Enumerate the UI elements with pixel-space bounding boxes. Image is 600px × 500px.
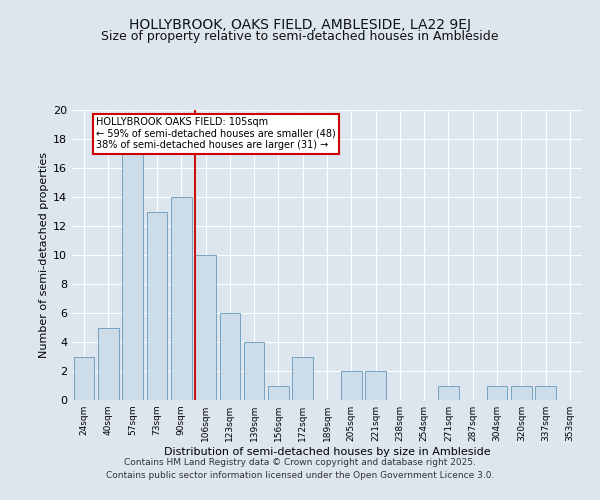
Bar: [244, 342, 265, 400]
Bar: [511, 386, 532, 400]
Bar: [146, 212, 167, 400]
Bar: [74, 356, 94, 400]
Text: HOLLYBROOK, OAKS FIELD, AMBLESIDE, LA22 9EJ: HOLLYBROOK, OAKS FIELD, AMBLESIDE, LA22 …: [129, 18, 471, 32]
Y-axis label: Number of semi-detached properties: Number of semi-detached properties: [39, 152, 49, 358]
Bar: [171, 197, 191, 400]
Bar: [122, 154, 143, 400]
Bar: [220, 313, 240, 400]
Text: Contains public sector information licensed under the Open Government Licence 3.: Contains public sector information licen…: [106, 470, 494, 480]
Bar: [535, 386, 556, 400]
Bar: [98, 328, 119, 400]
Bar: [365, 371, 386, 400]
Text: Contains HM Land Registry data © Crown copyright and database right 2025.: Contains HM Land Registry data © Crown c…: [124, 458, 476, 467]
X-axis label: Distribution of semi-detached houses by size in Ambleside: Distribution of semi-detached houses by …: [164, 447, 490, 457]
Bar: [292, 356, 313, 400]
Text: HOLLYBROOK OAKS FIELD: 105sqm
← 59% of semi-detached houses are smaller (48)
38%: HOLLYBROOK OAKS FIELD: 105sqm ← 59% of s…: [96, 117, 336, 150]
Bar: [438, 386, 459, 400]
Bar: [487, 386, 508, 400]
Bar: [341, 371, 362, 400]
Bar: [195, 255, 216, 400]
Text: Size of property relative to semi-detached houses in Ambleside: Size of property relative to semi-detach…: [101, 30, 499, 43]
Bar: [268, 386, 289, 400]
